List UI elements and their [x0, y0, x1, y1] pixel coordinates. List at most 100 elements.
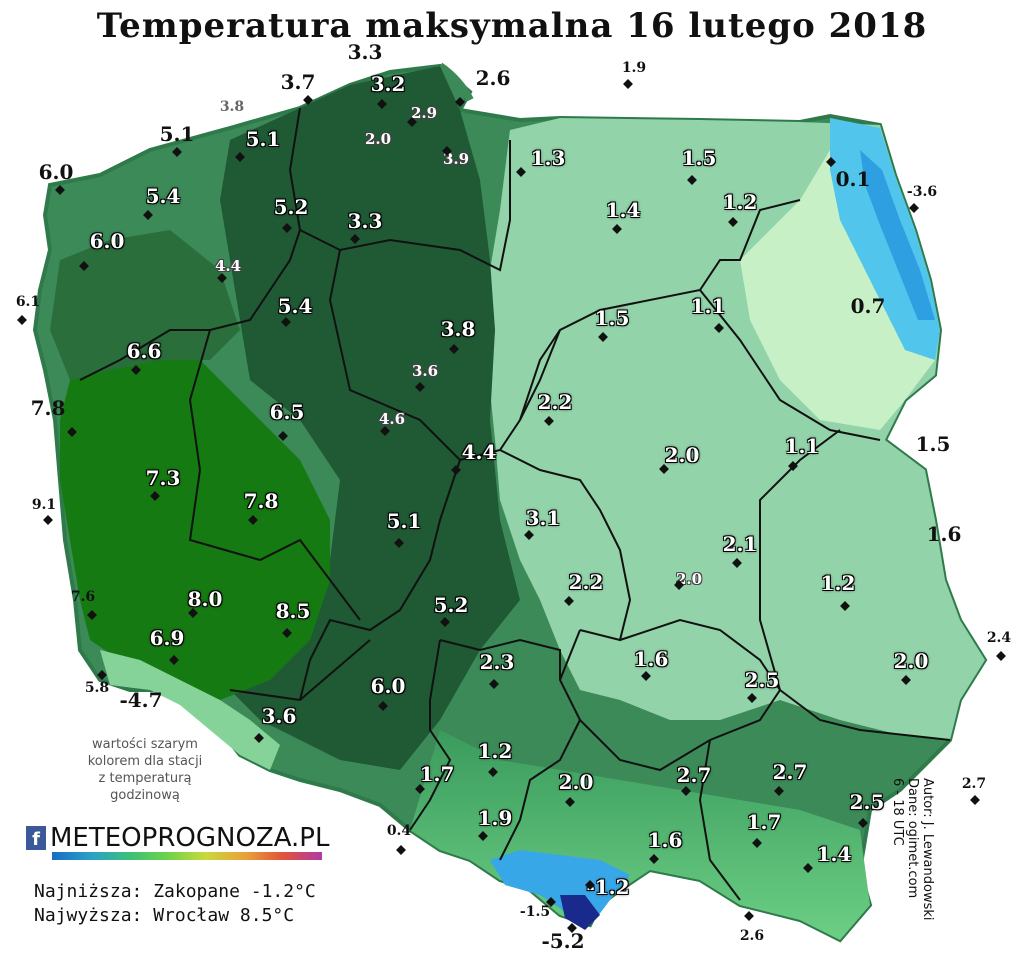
station-value: 6.6: [126, 339, 162, 363]
station-value: 4.4: [461, 440, 497, 464]
station-value: 2.4: [986, 630, 1012, 646]
note-line: kolorem dla stacji: [87, 754, 203, 769]
station-value: 6.5: [269, 400, 305, 424]
note-line: wartości szarym: [92, 737, 198, 752]
author-credit: Autor: J. Lewandowski Dane: ogimet.com 6…: [890, 778, 935, 938]
station-value: 3.8: [219, 99, 245, 115]
station-value: 2.2: [568, 570, 604, 594]
min-temperature: Najniższa: Zakopane -1.2°C: [34, 881, 316, 902]
logo-color-strip: [52, 852, 322, 860]
station-value: -1.2: [586, 875, 630, 899]
station-value: 5.4: [277, 294, 313, 318]
station-value: 2.9: [410, 104, 438, 122]
station-value: 1.7: [419, 762, 455, 786]
station-value: 3.6: [261, 704, 297, 728]
hel-peninsula: [437, 62, 474, 102]
station-value: 2.6: [739, 928, 765, 944]
station-value: -5.2: [541, 929, 585, 953]
gray-values-note: wartości szarym kolorem dla stacji z tem…: [70, 736, 220, 804]
station-value: 5.1: [245, 127, 281, 151]
station-value: 2.5: [744, 668, 780, 692]
station-value: 3.6: [411, 362, 439, 380]
credit-author: Autor: J. Lewandowski: [920, 778, 935, 921]
station-value: 2.0: [364, 130, 392, 148]
station-value: 2.6: [475, 66, 511, 90]
brand-logo[interactable]: f METEOPROGNOZA.PL: [26, 818, 329, 858]
station-value: 5.4: [145, 184, 181, 208]
station-value: 2.5: [849, 790, 885, 814]
station-value: 2.3: [479, 650, 515, 674]
station-value: 1.7: [746, 810, 782, 834]
station-value: 2.7: [772, 760, 808, 784]
station-value: 1.1: [784, 434, 820, 458]
max-temperature: Najwyższa: Wrocław 8.5°C: [34, 905, 295, 926]
cold-deep-region: [860, 150, 935, 320]
station-value: 1.1: [690, 294, 726, 318]
station-value: 1.6: [633, 647, 669, 671]
station-value: 2.0: [664, 443, 700, 467]
station-value: 2.0: [893, 649, 929, 673]
station-value: 1.4: [605, 198, 641, 222]
station-value: 3.8: [440, 317, 476, 341]
station-value: 5.2: [273, 195, 309, 219]
station-value: 1.4: [816, 842, 852, 866]
station-value: 2.7: [676, 763, 712, 787]
station-value: 0.4: [386, 823, 412, 839]
station-value: 6.1: [15, 294, 41, 310]
station-value: 1.2: [820, 571, 856, 595]
station-value: 1.5: [594, 306, 630, 330]
station-value: 1.2: [477, 739, 513, 763]
station-value: 2.7: [961, 776, 987, 792]
credit-time: 6 - 18 UTC: [890, 778, 905, 846]
station-value: 3.2: [370, 72, 406, 96]
station-value: 0.7: [850, 294, 886, 318]
station-value: 6.0: [89, 229, 125, 253]
west-bright-region: [60, 340, 330, 700]
station-value: 7.3: [145, 466, 181, 490]
station-value: 1.5: [681, 146, 717, 170]
brand-name: METEOPROGNOZA.PL: [50, 823, 330, 853]
station-value: 7.8: [243, 489, 279, 513]
station-value: 8.5: [275, 599, 311, 623]
station-value: 1.6: [647, 828, 683, 852]
station-value: -3.6: [906, 184, 938, 200]
map-title: Temperatura maksymalna 16 lutego 2018: [96, 6, 928, 46]
extremes-summary: Najniższa: Zakopane -1.2°C Najwyższa: Wr…: [34, 880, 316, 928]
station-value: 7.6: [70, 589, 96, 605]
facebook-icon[interactable]: f: [26, 826, 46, 850]
credit-data: Dane: ogimet.com: [905, 778, 920, 899]
station-value: 0.1: [835, 167, 871, 191]
station-value: 1.2: [722, 190, 758, 214]
station-value: 1.9: [477, 806, 513, 830]
station-value: 6.0: [370, 674, 406, 698]
station-value: 5.1: [386, 509, 422, 533]
station-value: 4.6: [378, 410, 406, 428]
station-value: 9.1: [31, 497, 57, 513]
station-value: 3.3: [347, 209, 383, 233]
station-value: 6.0: [38, 160, 74, 184]
station-value: -4.7: [119, 688, 163, 712]
tatra-peak-region: [560, 895, 600, 930]
station-value: 1.5: [915, 432, 951, 456]
station-value: 4.4: [214, 257, 242, 275]
station-value: 5.2: [433, 593, 469, 617]
station-value: 3.7: [280, 70, 316, 94]
voivodeship-borders: [79, 107, 951, 901]
station-value: 2.1: [722, 532, 758, 556]
station-value: 2.2: [537, 390, 573, 414]
station-value: 1.6: [926, 522, 962, 546]
sudety-region: [100, 650, 280, 770]
station-value: 5.1: [159, 122, 195, 146]
note-line: z temperaturą: [98, 771, 192, 786]
station-value: 1.9: [621, 60, 647, 76]
station-value: 6.9: [149, 626, 185, 650]
west-mid-region: [50, 230, 240, 380]
station-value: 5.8: [84, 680, 110, 696]
station-value: 3.3: [347, 40, 383, 64]
station-value: 3.1: [525, 506, 561, 530]
station-value: 8.0: [187, 587, 223, 611]
station-value: -1.5: [519, 904, 551, 920]
station-value: 3.9: [442, 150, 470, 168]
